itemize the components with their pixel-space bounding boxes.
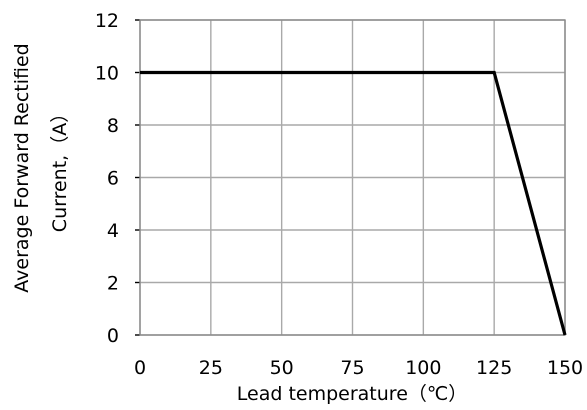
y-tick-label: 12: [95, 10, 119, 32]
series-layer: [140, 70, 567, 336]
x-tick-label: 50: [270, 357, 294, 379]
x-tick-label: 150: [547, 357, 583, 379]
y-axis-title-line-2: Current,（A）: [49, 104, 71, 232]
x-tick-label: 100: [405, 357, 441, 379]
x-axis-title: Lead temperature（℃）: [237, 383, 467, 405]
y-tick-label: 8: [107, 115, 119, 137]
tick-labels: 0 25 50 75 100 125 150 0 2 4 6 8 10 12: [95, 10, 583, 379]
x-tick-label: 0: [134, 357, 146, 379]
y-tick-label: 2: [107, 273, 119, 295]
y-axis-title-line-1: Average Forward Rectified: [11, 43, 33, 292]
y-tick-label: 4: [107, 220, 119, 242]
y-tick-label: 6: [107, 168, 119, 190]
grid: [135, 19, 566, 336]
y-tick-label: 10: [95, 63, 119, 85]
axis-titles: Lead temperature（℃） Average Forward Rect…: [11, 43, 467, 405]
x-tick-label: 125: [476, 357, 512, 379]
series-line: [140, 70, 567, 336]
plot-frame: [139, 19, 566, 336]
x-tick-label: 75: [340, 357, 364, 379]
x-tick-label: 25: [199, 357, 223, 379]
y-tick-label: 0: [107, 325, 119, 347]
